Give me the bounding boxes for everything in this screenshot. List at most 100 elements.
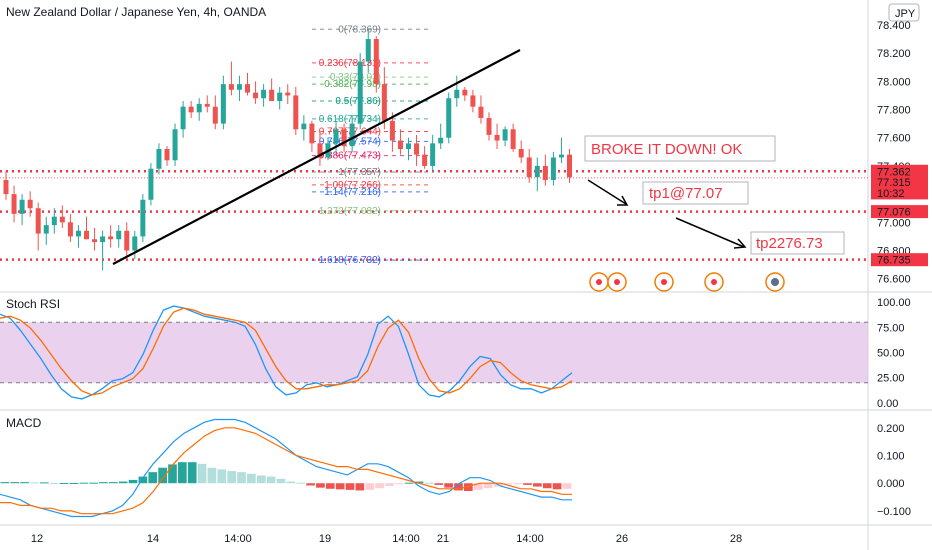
fib-level-label: 0.886(77.473) xyxy=(319,151,381,162)
candle-body xyxy=(35,208,41,234)
candle-body xyxy=(542,165,548,181)
macd-histogram-bar xyxy=(148,472,158,484)
candle-body xyxy=(51,216,57,226)
macd-tick-label: −0.100 xyxy=(877,506,911,518)
macd-histogram-bar xyxy=(89,482,98,484)
arrow-line-1[interactable] xyxy=(587,179,627,205)
candle-body xyxy=(172,129,178,161)
macd-histogram-bar xyxy=(10,482,20,484)
macd-histogram-bar xyxy=(365,483,375,490)
macd-histogram-bar xyxy=(483,483,493,489)
candle-body xyxy=(397,140,403,149)
fib-level-label: 0.236(78.131) xyxy=(319,58,381,69)
arrow-line-2[interactable] xyxy=(675,217,745,248)
macd-histogram-bar xyxy=(247,473,256,484)
candles xyxy=(3,29,572,271)
candle-body xyxy=(502,129,508,141)
fib-level-label: 0.618(77.734) xyxy=(319,114,381,125)
macd-pane xyxy=(0,418,572,518)
candle-body xyxy=(510,129,516,149)
candle-body xyxy=(567,154,572,178)
candle-body xyxy=(430,143,436,166)
macd-histogram-bar xyxy=(355,483,365,491)
time-tick-label: 28 xyxy=(730,533,742,545)
macd-histogram-bar xyxy=(197,463,207,484)
fib-level-label: 1.09(77.266) xyxy=(324,180,381,191)
candle-body xyxy=(156,149,162,169)
candle-body xyxy=(373,39,379,85)
macd-histogram-bar xyxy=(345,483,355,490)
macd-histogram-bar xyxy=(79,482,89,484)
candle-body xyxy=(518,149,524,158)
time-tick-label: 14:00 xyxy=(224,533,252,545)
price-label-box xyxy=(871,164,928,178)
event-icon-dot xyxy=(661,279,667,285)
macd-histogram-bar xyxy=(404,482,414,484)
macd-histogram-bar xyxy=(375,483,384,489)
price-axis: 76.60076.80077.00077.20077.40077.60077.8… xyxy=(877,20,911,518)
candle-body xyxy=(486,117,492,135)
macd-histogram-bar xyxy=(237,472,246,484)
stoch-rsi-band xyxy=(0,322,868,383)
macd-histogram-bar xyxy=(552,483,562,490)
candle-body xyxy=(253,92,259,99)
annotation-broke-it-down-text: BROKE IT DOWN! OK xyxy=(591,141,742,158)
macd-histogram-bar xyxy=(434,483,444,485)
candle-body xyxy=(188,106,194,113)
rsi-tick-label: 25.00 xyxy=(877,373,905,385)
macd-histogram-bar xyxy=(118,481,128,484)
macd-histogram-bar xyxy=(207,467,217,484)
stoch-rsi-title: Stoch RSI xyxy=(6,297,60,311)
price-label-box xyxy=(871,186,928,200)
annotation-tp1[interactable]: tp1@77.07 xyxy=(642,181,749,205)
candle-body xyxy=(19,199,25,214)
candle-body xyxy=(228,84,234,90)
candle-body xyxy=(309,123,315,144)
candle-body xyxy=(381,84,387,121)
candle-body xyxy=(67,222,73,237)
time-tick-label: 14 xyxy=(147,533,159,545)
macd-histogram-bar xyxy=(217,469,227,484)
candle-body xyxy=(196,103,202,113)
annotation-tp2[interactable]: tp2276.73 xyxy=(750,231,845,255)
candle-body xyxy=(164,149,170,161)
price-label-box xyxy=(871,175,928,189)
macd-histogram-bar xyxy=(178,462,187,484)
candle-body xyxy=(357,61,363,124)
drawings[interactable]: BROKE IT DOWN! OK tp1@77.07 tp2276.73 xyxy=(112,49,845,265)
candle-body xyxy=(59,216,65,223)
candle-body xyxy=(92,239,98,243)
price-label-box xyxy=(871,205,928,219)
macd-histogram-bar xyxy=(30,482,39,484)
macd-histogram-bar xyxy=(128,479,138,484)
time-tick-label: 21 xyxy=(437,533,449,545)
macd-histogram-bar xyxy=(49,482,59,484)
macd-tick-label: 0.200 xyxy=(877,423,905,435)
stoch-k-line xyxy=(0,305,573,400)
currency-badge[interactable]: JPY xyxy=(888,3,920,22)
macd-histogram-bar xyxy=(138,476,148,484)
macd-histogram-bar xyxy=(276,478,286,484)
macd-histogram-bar xyxy=(533,483,542,487)
time-tick-label: 14:00 xyxy=(392,533,420,545)
macd-histogram-bar xyxy=(266,476,276,484)
macd-histogram-bar xyxy=(335,483,345,490)
candle-body xyxy=(494,134,500,141)
macd-histogram-bar xyxy=(39,482,49,484)
arrow-head-2 xyxy=(733,238,747,249)
macd-tick-label: 0.000 xyxy=(877,478,905,490)
macd-histogram-bar xyxy=(316,483,325,488)
candle-body xyxy=(132,236,138,251)
fib-level-label: 1.272(77.082) xyxy=(319,206,381,217)
candle-body xyxy=(526,157,532,178)
trendline[interactable] xyxy=(112,49,521,265)
macd-histogram-bar xyxy=(158,467,167,484)
candle-body xyxy=(478,106,484,118)
candle-body xyxy=(27,199,33,209)
macd-histogram-bar xyxy=(454,483,463,491)
annotation-broke-it-down[interactable]: BROKE IT DOWN! OK xyxy=(584,135,776,162)
rsi-tick-label: 50.00 xyxy=(877,348,905,360)
rsi-tick-label: 75.00 xyxy=(877,322,905,334)
event-icons[interactable] xyxy=(589,272,785,292)
